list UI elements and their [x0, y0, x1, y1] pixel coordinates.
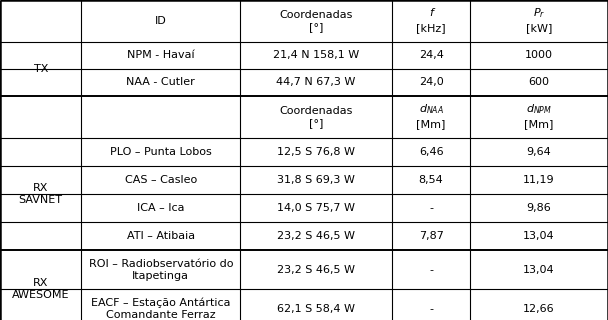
Text: $d_{NAA}$: $d_{NAA}$: [418, 102, 444, 116]
Text: PLO – Punta Lobos: PLO – Punta Lobos: [110, 147, 212, 157]
Text: $P_r$: $P_r$: [533, 6, 545, 20]
Text: 23,2 S 46,5 W: 23,2 S 46,5 W: [277, 265, 355, 275]
Text: TX: TX: [33, 64, 48, 74]
Text: EACF – Estação Antártica
Comandante Ferraz: EACF – Estação Antártica Comandante Ferr…: [91, 298, 230, 320]
Text: 44,7 N 67,3 W: 44,7 N 67,3 W: [277, 77, 356, 87]
Text: -: -: [429, 203, 433, 213]
Text: [kHz]: [kHz]: [416, 23, 446, 33]
Text: 13,04: 13,04: [523, 231, 555, 241]
Text: 12,66: 12,66: [523, 304, 555, 314]
Text: 23,2 S 46,5 W: 23,2 S 46,5 W: [277, 231, 355, 241]
Text: Coordenadas
[°]: Coordenadas [°]: [280, 10, 353, 32]
Text: 9,86: 9,86: [527, 203, 551, 213]
Text: RX
SAVNET: RX SAVNET: [19, 183, 63, 205]
Text: CAS – Casleo: CAS – Casleo: [125, 175, 197, 185]
Text: 8,54: 8,54: [419, 175, 443, 185]
Text: -: -: [429, 304, 433, 314]
Text: NAA - Cutler: NAA - Cutler: [126, 77, 195, 87]
Text: Coordenadas
[°]: Coordenadas [°]: [280, 106, 353, 128]
Text: NPM - Havaí: NPM - Havaí: [127, 50, 195, 60]
Text: 21,4 N 158,1 W: 21,4 N 158,1 W: [273, 50, 359, 60]
Text: 13,04: 13,04: [523, 265, 555, 275]
Text: $d_{NPM}$: $d_{NPM}$: [526, 102, 552, 116]
Text: 14,0 S 75,7 W: 14,0 S 75,7 W: [277, 203, 355, 213]
Text: ROI – Radiobservatório do
Itapetinga: ROI – Radiobservatório do Itapetinga: [89, 259, 233, 281]
Text: ICA – Ica: ICA – Ica: [137, 203, 185, 213]
Text: 1000: 1000: [525, 50, 553, 60]
Text: 12,5 S 76,8 W: 12,5 S 76,8 W: [277, 147, 355, 157]
Text: [kW]: [kW]: [526, 23, 552, 33]
Text: 7,87: 7,87: [419, 231, 443, 241]
Text: ID: ID: [155, 16, 167, 26]
Text: f: f: [429, 8, 433, 18]
Text: 600: 600: [528, 77, 550, 87]
Text: [Mm]: [Mm]: [524, 119, 554, 129]
Text: [Mm]: [Mm]: [416, 119, 446, 129]
Text: 6,46: 6,46: [419, 147, 443, 157]
Text: 9,64: 9,64: [527, 147, 551, 157]
Text: 62,1 S 58,4 W: 62,1 S 58,4 W: [277, 304, 355, 314]
Text: 24,4: 24,4: [419, 50, 443, 60]
Text: RX
AWESOME: RX AWESOME: [12, 278, 69, 300]
Text: 11,19: 11,19: [523, 175, 555, 185]
Text: 31,8 S 69,3 W: 31,8 S 69,3 W: [277, 175, 355, 185]
Text: 24,0: 24,0: [419, 77, 443, 87]
Text: ATI – Atibaia: ATI – Atibaia: [126, 231, 195, 241]
Text: -: -: [429, 265, 433, 275]
